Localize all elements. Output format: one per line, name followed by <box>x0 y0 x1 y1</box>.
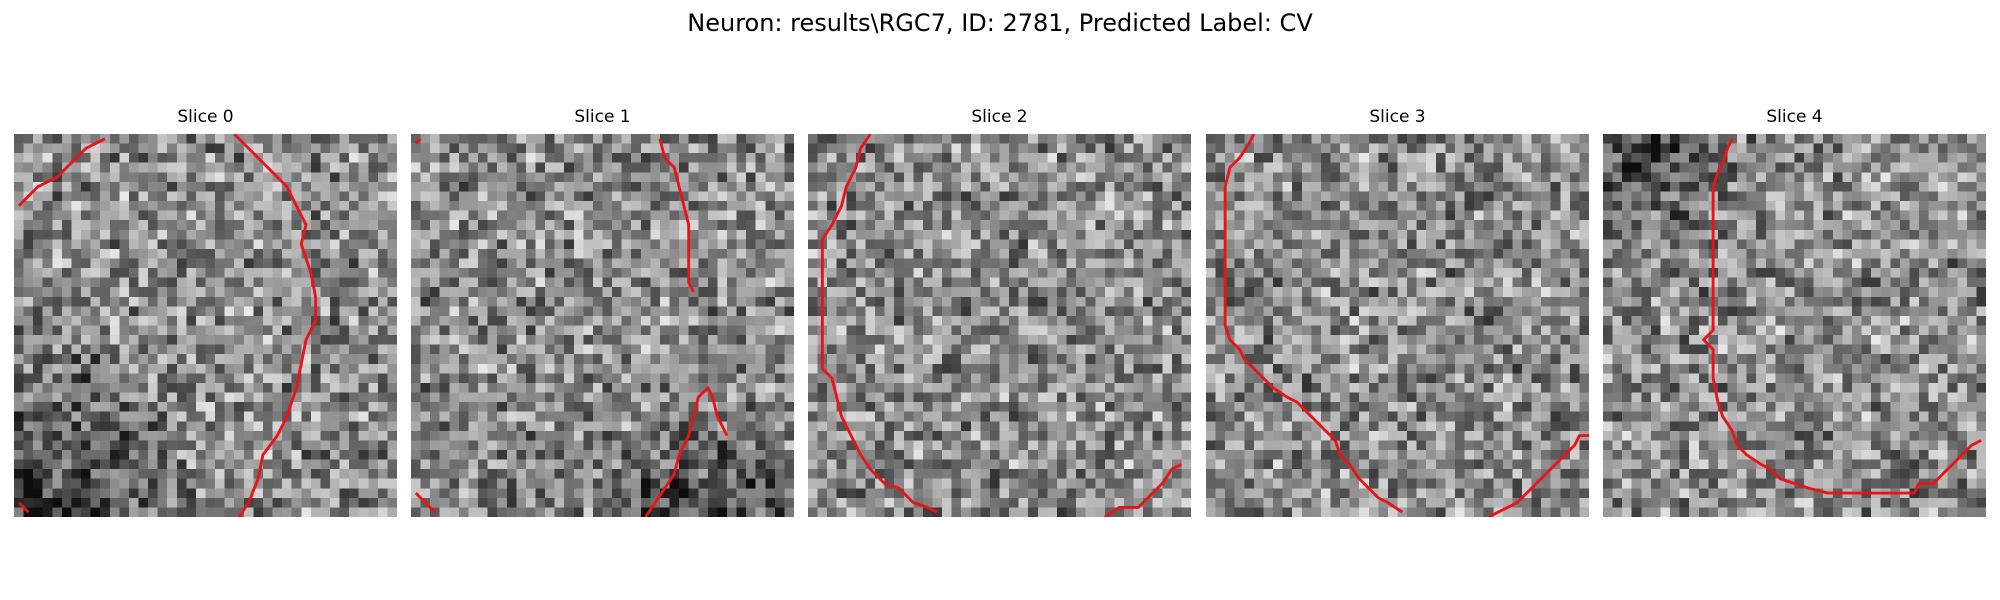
noise-texture <box>1206 134 1589 517</box>
cell-contour <box>17 501 30 514</box>
slice-image <box>411 134 794 517</box>
noise-texture <box>808 134 1191 517</box>
slice-title: Slice 1 <box>574 107 631 127</box>
cell-contour <box>820 134 938 514</box>
cell-contour <box>658 138 695 293</box>
cell-contour <box>17 137 106 207</box>
slice-title: Slice 4 <box>1766 107 1823 127</box>
cell-contour <box>414 137 422 145</box>
noise-texture <box>411 134 794 517</box>
cell-contour <box>1104 463 1183 517</box>
slice-title: Slice 0 <box>177 107 234 127</box>
figure-title: Neuron: results\RGC7, ID: 2781, Predicte… <box>687 9 1313 37</box>
slice-image <box>808 134 1191 517</box>
cell-contour <box>1223 134 1404 514</box>
slice-panel: Slice 4 <box>1603 106 1986 520</box>
cell-contour <box>1702 138 1982 495</box>
noise-texture <box>1603 134 1986 517</box>
noise-texture <box>14 134 397 517</box>
slice-title: Slice 3 <box>1369 107 1426 127</box>
cell-contour <box>233 134 318 517</box>
slice-image <box>1603 134 1986 517</box>
slice-image <box>1206 134 1589 517</box>
cell-contour <box>414 492 436 514</box>
slice-panel: Slice 2 <box>808 106 1191 520</box>
slice-panel: Slice 0 <box>14 106 397 520</box>
slice-panel: Slice 3 <box>1206 106 1589 520</box>
slice-title: Slice 2 <box>971 107 1028 127</box>
slice-panel: Slice 1 <box>411 106 794 520</box>
cell-contour <box>1487 434 1589 517</box>
cell-contour <box>644 386 729 517</box>
slice-image <box>14 134 397 517</box>
